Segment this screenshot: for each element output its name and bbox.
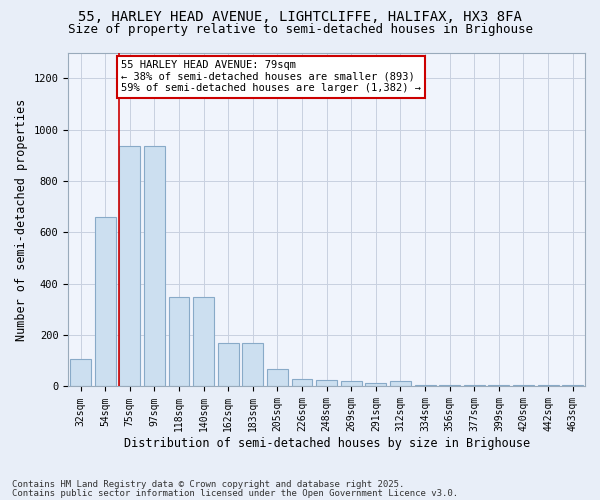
Bar <box>70 360 91 386</box>
Bar <box>513 385 534 386</box>
Y-axis label: Number of semi-detached properties: Number of semi-detached properties <box>15 98 28 340</box>
Bar <box>119 146 140 386</box>
X-axis label: Distribution of semi-detached houses by size in Brighouse: Distribution of semi-detached houses by … <box>124 437 530 450</box>
Bar <box>488 385 509 386</box>
Text: Contains public sector information licensed under the Open Government Licence v3: Contains public sector information licen… <box>12 490 458 498</box>
Bar <box>562 385 583 386</box>
Bar <box>193 296 214 386</box>
Bar <box>538 385 559 386</box>
Bar <box>316 380 337 386</box>
Bar <box>267 369 288 386</box>
Bar <box>169 296 190 386</box>
Bar <box>218 343 239 386</box>
Bar <box>341 382 362 386</box>
Bar <box>439 385 460 386</box>
Bar <box>464 385 485 386</box>
Bar <box>95 217 116 386</box>
Bar <box>292 380 313 386</box>
Bar <box>365 382 386 386</box>
Bar <box>242 343 263 386</box>
Bar <box>144 146 165 386</box>
Text: Size of property relative to semi-detached houses in Brighouse: Size of property relative to semi-detach… <box>67 22 533 36</box>
Bar <box>415 385 436 386</box>
Text: 55, HARLEY HEAD AVENUE, LIGHTCLIFFE, HALIFAX, HX3 8FA: 55, HARLEY HEAD AVENUE, LIGHTCLIFFE, HAL… <box>78 10 522 24</box>
Text: 55 HARLEY HEAD AVENUE: 79sqm
← 38% of semi-detached houses are smaller (893)
59%: 55 HARLEY HEAD AVENUE: 79sqm ← 38% of se… <box>121 60 421 94</box>
Bar <box>390 382 411 386</box>
Text: Contains HM Land Registry data © Crown copyright and database right 2025.: Contains HM Land Registry data © Crown c… <box>12 480 404 489</box>
